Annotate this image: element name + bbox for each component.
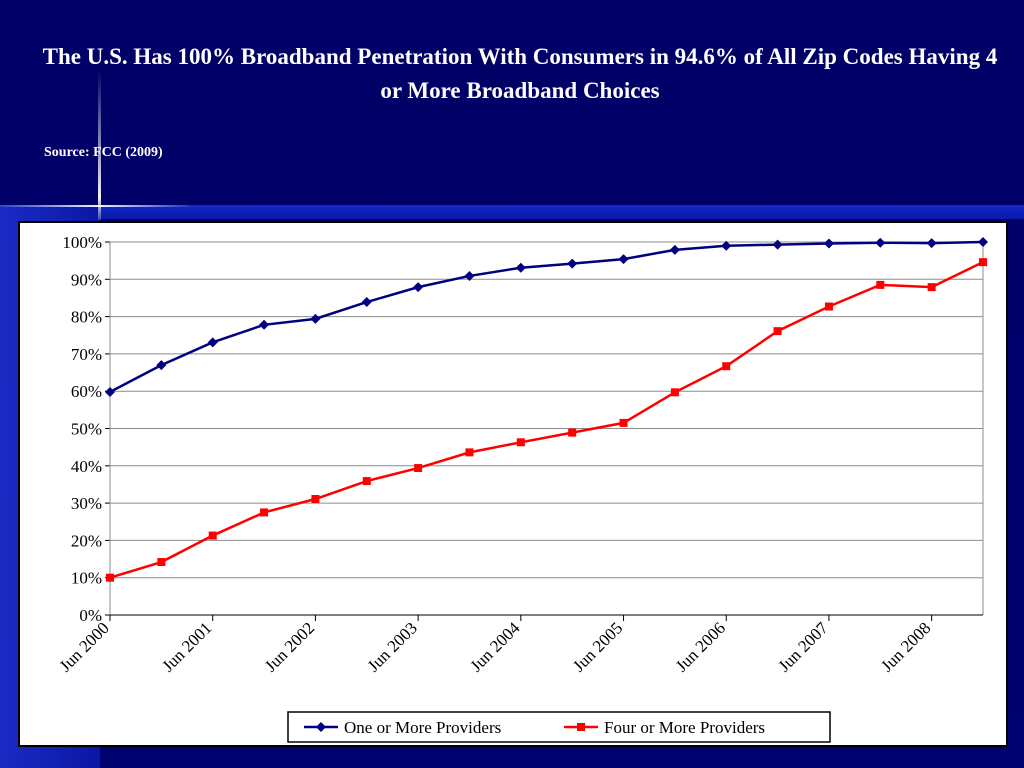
- data-point: [310, 313, 321, 324]
- data-point: [106, 573, 114, 582]
- x-tick-label: Jun 2004: [466, 618, 524, 676]
- y-tick-label: 10%: [71, 569, 102, 588]
- y-tick-labels: 0% 10% 20% 30% 40% 50% 60% 70% 80% 90% 100%: [62, 233, 102, 625]
- series-line: [109, 261, 984, 579]
- y-tick-label: 20%: [71, 531, 102, 550]
- x-tick-label: Jun 2000: [56, 618, 113, 675]
- decorative-glow-vertical: [98, 70, 101, 220]
- x-tick-label: Jun 2005: [569, 618, 626, 675]
- data-point: [515, 262, 526, 273]
- data-point: [927, 283, 936, 292]
- source-note: Source: FCC (2009): [44, 145, 163, 160]
- data-point: [824, 302, 833, 311]
- data-point: [722, 362, 731, 371]
- series-line: [109, 240, 984, 394]
- line-chart: 0% 10% 20% 30% 40% 50% 60% 70% 80% 90% 100% Jun 20…: [56, 233, 988, 743]
- x-tick-label: Jun 2008: [877, 618, 934, 675]
- data-point: [157, 558, 166, 567]
- data-point: [516, 438, 525, 447]
- x-tick-labels: Jun 2000 Jun 2001 Jun 2002 Jun 2003 Jun 2004…: [56, 618, 935, 676]
- data-point: [875, 237, 886, 248]
- series-lines: [105, 237, 988, 582]
- data-point: [926, 238, 937, 249]
- data-point: [772, 239, 783, 250]
- data-point: [260, 508, 269, 517]
- data-point: [208, 531, 217, 540]
- x-tick-label: Jun 2003: [364, 618, 421, 675]
- y-tick-label: 70%: [71, 345, 102, 364]
- x-tick-label: Jun 2007: [775, 618, 833, 676]
- y-tick-label: 90%: [71, 270, 102, 289]
- y-tick-label: 60%: [71, 382, 102, 401]
- data-point: [670, 388, 679, 397]
- y-tick-label: 0%: [79, 606, 102, 625]
- data-point: [361, 297, 372, 308]
- legend: One or More Providers Four or More Provid…: [287, 711, 831, 743]
- y-tick-label: 50%: [71, 420, 102, 439]
- data-point: [362, 477, 371, 486]
- data-point: [978, 237, 988, 247]
- data-point: [414, 464, 423, 473]
- data-point: [721, 240, 732, 251]
- data-point: [464, 270, 475, 281]
- data-point: [413, 282, 424, 293]
- legend-marker: [316, 722, 326, 732]
- data-point: [979, 258, 987, 267]
- data-point: [105, 386, 115, 397]
- x-tick-label: Jun 2006: [672, 618, 729, 675]
- legend-label: Four or More Providers: [604, 718, 765, 737]
- x-tick-label: Jun 2001: [158, 618, 215, 675]
- data-point: [823, 238, 834, 249]
- data-point: [568, 428, 577, 437]
- y-tick-label: 100%: [62, 233, 102, 252]
- y-tick-label: 80%: [71, 308, 102, 327]
- data-point: [669, 244, 680, 255]
- legend-label: One or More Providers: [344, 718, 501, 737]
- data-point: [465, 448, 474, 457]
- data-point: [567, 258, 578, 269]
- decorative-glow-horizontal: [0, 205, 190, 207]
- legend-marker: [577, 723, 585, 731]
- legend-box: [287, 711, 831, 743]
- data-point: [619, 418, 628, 427]
- data-point: [156, 360, 167, 371]
- chart-frame: 0% 10% 20% 30% 40% 50% 60% 70% 80% 90% 100% Jun 20…: [18, 221, 1008, 747]
- gridlines: [110, 241, 983, 616]
- data-point: [876, 280, 885, 289]
- y-tick-label: 40%: [71, 457, 102, 476]
- data-point: [207, 337, 218, 348]
- data-point: [311, 494, 320, 503]
- data-point: [773, 327, 782, 336]
- y-tick-label: 30%: [71, 494, 102, 513]
- x-tick-label: Jun 2002: [261, 618, 318, 675]
- data-point: [259, 319, 270, 330]
- data-point: [618, 254, 629, 265]
- decorative-band: [0, 205, 1024, 219]
- slide-title: The U.S. Has 100% Broadband Penetration …: [42, 44, 998, 103]
- axes: [105, 241, 984, 621]
